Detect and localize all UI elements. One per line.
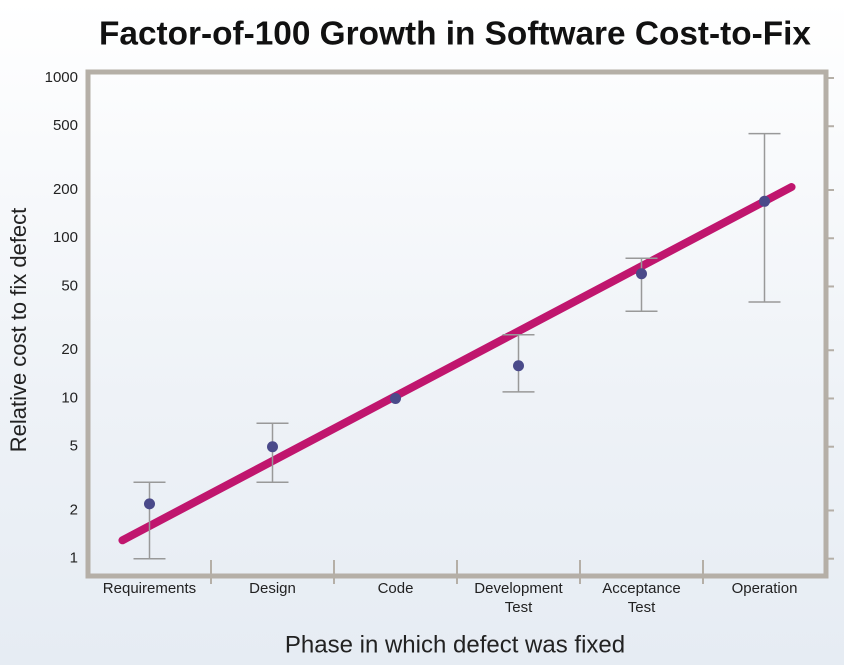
y-tick-label: 1000 [45,69,78,86]
point [390,392,401,404]
y-tick-label: 1 [70,550,78,567]
y-tick-label: 200 [53,181,78,198]
point [759,195,770,207]
point [513,360,524,372]
y-tick-label: 2 [70,501,78,518]
x-tick-label: Requirements [102,580,197,597]
x-tick-label: Design [249,580,296,597]
y-tick-label: 20 [61,341,78,358]
y-tick-label: 100 [53,229,78,246]
x-axis-label: Phase in which defect was fixed [285,631,625,658]
x-tick-label: Operation [731,580,798,597]
y-tick-label: 500 [53,117,78,134]
x-tick-label: Acceptance Test [602,580,681,616]
y-tick-label: 5 [70,438,78,455]
point [144,498,155,510]
y-tick-label: 10 [61,389,78,406]
x-tick-label: Code [377,580,414,597]
trend-line [118,183,796,545]
y-tick-label: 50 [61,277,78,294]
point [636,268,647,280]
chart-title: Factor-of-100 Growth in Software Cost-to… [99,15,812,52]
point [267,441,278,453]
y-axis-label: Relative cost to fix defect [6,208,31,453]
x-tick-label: Development Test [474,580,563,616]
